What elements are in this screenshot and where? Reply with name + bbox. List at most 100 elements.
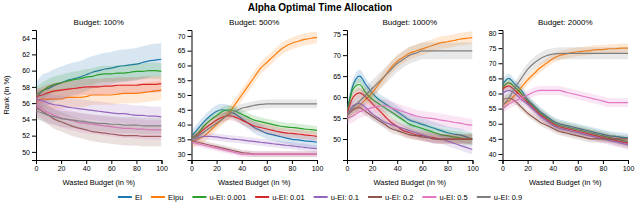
- tick-label: 100: [623, 165, 635, 172]
- x-axis-title: Wasted Budget (in %): [218, 178, 291, 187]
- tick-mark: [86, 160, 87, 164]
- tick: 60: [22, 67, 36, 74]
- tick-mark: [188, 125, 192, 126]
- tick-mark: [188, 80, 192, 81]
- tick-mark: [499, 33, 503, 34]
- x-axis: 020406080100: [501, 160, 634, 172]
- axis-line: [32, 31, 37, 161]
- series-line: [347, 105, 473, 125]
- legend-swatch: [477, 196, 491, 198]
- tick-label: 75: [489, 45, 497, 52]
- tick-mark: [499, 154, 503, 155]
- tick-label: 60: [489, 90, 497, 97]
- tick: 80: [289, 160, 297, 172]
- tick: 35: [178, 136, 192, 143]
- legend-item: u-EI: 0.1: [314, 193, 359, 202]
- tick: 60: [178, 62, 192, 69]
- tick: 100: [156, 160, 168, 172]
- error-band: [36, 103, 162, 134]
- tick-label: 80: [600, 165, 608, 172]
- y-axis: 505560657075: [333, 31, 347, 161]
- tick-mark: [32, 152, 36, 153]
- tick-mark: [499, 109, 503, 110]
- tick-label: 40: [489, 151, 497, 158]
- subplot-title: Budget: 500%: [229, 18, 279, 27]
- y-axis: 303540455055606570: [178, 31, 192, 161]
- tick-label: 54: [22, 116, 30, 123]
- legend-item: u-EI: 0.9: [477, 193, 522, 202]
- tick: 55: [489, 105, 503, 112]
- tick: 58: [22, 84, 36, 91]
- tick: 75: [333, 31, 347, 38]
- tick-label: 40: [238, 165, 246, 172]
- panel: Budget: 2000%020406080100404550556065707…: [489, 18, 635, 187]
- legend-item: EI: [118, 193, 142, 202]
- tick-mark: [32, 103, 36, 104]
- tick-mark: [32, 38, 36, 39]
- tick-mark: [473, 160, 474, 164]
- plot-area: [192, 31, 318, 157]
- tick-mark: [188, 36, 192, 37]
- tick: 64: [22, 35, 36, 42]
- tick-mark: [343, 97, 347, 98]
- tick: 60: [574, 160, 582, 172]
- x-axis-title: Wasted Budget (in %): [373, 178, 446, 187]
- tick: 56: [22, 100, 36, 107]
- tick: 20: [524, 160, 532, 172]
- tick-label: 80: [133, 165, 141, 172]
- tick-label: 65: [178, 47, 186, 54]
- tick: 50: [22, 149, 36, 156]
- tick-label: 45: [489, 136, 497, 143]
- axis-line: [503, 161, 629, 165]
- tick-label: 100: [156, 165, 168, 172]
- legend: EIEIpuu-EI: 0.001u-EI: 0.01u-EI: 0.1u-EI…: [118, 193, 522, 202]
- tick: 54: [22, 116, 36, 123]
- tick-label: 50: [333, 136, 341, 143]
- tick-mark: [32, 136, 36, 137]
- error-band: [192, 99, 318, 143]
- tick: 100: [312, 160, 324, 172]
- chart-root: Alpha Optimal Time AllocationBudget: 100…: [0, 0, 640, 204]
- error-band: [503, 81, 629, 148]
- tick-label: 100: [467, 165, 479, 172]
- tick: 0: [35, 160, 39, 172]
- tick-label: 0: [35, 165, 39, 172]
- chart-title: Alpha Optimal Time Allocation: [248, 2, 392, 13]
- tick: 20: [58, 160, 66, 172]
- tick-label: 64: [22, 35, 30, 42]
- tick-label: 65: [489, 75, 497, 82]
- tick: 45: [489, 136, 503, 143]
- tick: 80: [489, 30, 503, 37]
- tick: 0: [346, 160, 350, 172]
- legend-item: u-EI: 0.01: [255, 193, 305, 202]
- tick-label: 40: [549, 165, 557, 172]
- tick: 80: [600, 160, 608, 172]
- tick-mark: [447, 160, 448, 164]
- legend-label: u-EI: 0.2: [385, 193, 413, 202]
- tick-label: 60: [263, 165, 271, 172]
- legend-swatch: [368, 196, 382, 198]
- tick-mark: [32, 119, 36, 120]
- tick: 75: [489, 45, 503, 52]
- tick: 0: [190, 160, 194, 172]
- tick-label: 50: [489, 120, 497, 127]
- tick-label: 52: [22, 132, 30, 139]
- error-band: [503, 86, 629, 113]
- tick-label: 20: [369, 165, 377, 172]
- tick-mark: [628, 160, 629, 164]
- tick-label: 20: [213, 165, 221, 172]
- tick-mark: [499, 48, 503, 49]
- tick: 70: [333, 52, 347, 59]
- tick-mark: [553, 160, 554, 164]
- axis-line: [192, 161, 318, 165]
- tick-mark: [188, 51, 192, 52]
- series-line: [36, 84, 162, 97]
- legend-swatch: [255, 196, 269, 198]
- tick-label: 60: [178, 62, 186, 69]
- tick: 40: [83, 160, 91, 172]
- axis-line: [343, 31, 348, 161]
- tick: 60: [489, 90, 503, 97]
- axis-line: [499, 31, 504, 161]
- tick-label: 56: [22, 100, 30, 107]
- tick-mark: [188, 110, 192, 111]
